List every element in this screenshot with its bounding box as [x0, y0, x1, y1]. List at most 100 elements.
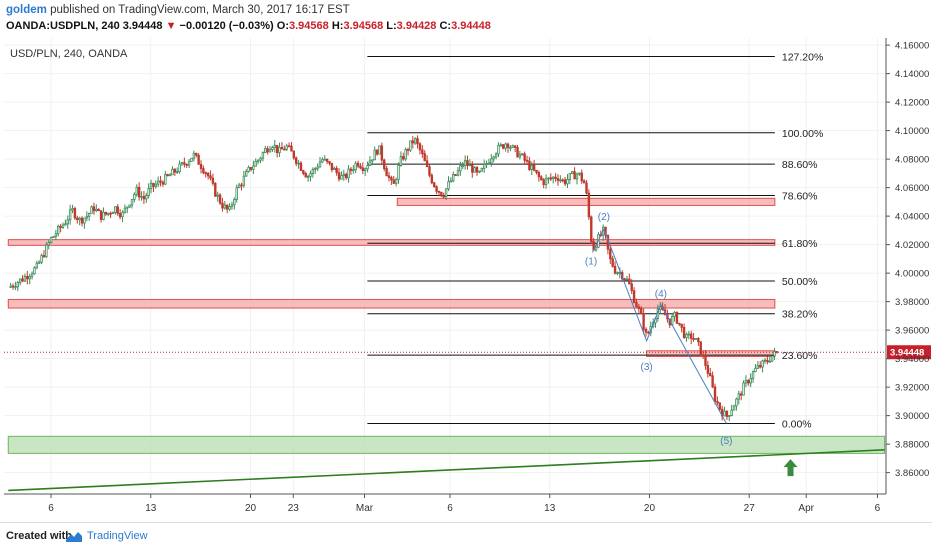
candle-body — [209, 175, 212, 179]
candle-body — [254, 161, 257, 167]
candle-body — [394, 179, 398, 184]
candle-body — [240, 184, 243, 187]
price-chart[interactable]: 127.20% 100.00% 88.60% 78.60% 61.80% 50.00% 38… — [0, 38, 932, 522]
candle-body — [206, 172, 210, 177]
fib-level-label: 127.20% — [782, 52, 823, 64]
candle-body — [609, 248, 612, 260]
username-link[interactable]: goldem — [6, 4, 47, 16]
fib-level-label: 0.00% — [782, 418, 812, 430]
candle-body — [728, 415, 731, 417]
drawings: (1) (2) (3) (4) (5) 3.94448 — [4, 212, 931, 492]
candle-body — [49, 237, 53, 244]
symbol-line: OANDA:USDPLN, 240 3.94448 — [6, 20, 163, 32]
footer-bar: Created with TradingView — [0, 522, 932, 551]
fib-level-label: 38.20% — [782, 309, 818, 321]
candle-body — [475, 167, 479, 173]
candle-body — [140, 196, 143, 198]
candle-body — [454, 174, 457, 176]
x-tick-label: Mar — [356, 503, 374, 514]
candle-body — [442, 195, 445, 198]
candle-body — [40, 255, 43, 263]
candle-body — [709, 373, 712, 377]
candle-body — [770, 355, 774, 362]
candle-body — [571, 171, 574, 174]
candle-body — [640, 308, 643, 315]
candle-body — [168, 174, 172, 177]
candle-body — [766, 359, 769, 362]
candle-body — [718, 402, 721, 410]
candle-body — [739, 393, 743, 396]
candle-body — [399, 156, 403, 166]
candle-body — [473, 167, 476, 173]
candle-body — [744, 380, 748, 384]
candle-body — [637, 306, 641, 310]
y-tick-label: 4.02000 — [895, 240, 929, 251]
candle-body — [73, 208, 77, 219]
candle-body — [325, 158, 329, 162]
candle-body — [378, 145, 381, 155]
tradingview-brand-link[interactable]: TradingView — [87, 530, 148, 542]
candle-body — [268, 149, 272, 153]
candle-body — [245, 171, 248, 177]
candle-body — [344, 173, 348, 179]
candle-body — [185, 163, 188, 166]
candle-body — [259, 157, 262, 161]
candle-body — [361, 167, 365, 171]
candle-body — [730, 409, 733, 416]
candle-body — [642, 313, 645, 330]
candle-body — [687, 333, 691, 336]
created-with-label: Created with — [6, 530, 73, 542]
candle-body — [164, 174, 167, 185]
candle-body — [392, 179, 395, 184]
candle-body — [137, 186, 141, 198]
candle-body — [690, 333, 693, 339]
candle-body — [118, 213, 122, 218]
candle-body — [26, 275, 29, 280]
candle-body — [299, 162, 303, 171]
candle-body — [423, 153, 426, 162]
candle-body — [461, 165, 464, 167]
candle-body — [706, 365, 710, 374]
candle-body — [99, 210, 103, 221]
x-tick-label: 23 — [288, 503, 300, 514]
candle-body — [573, 171, 576, 180]
chart-area[interactable]: 127.20% 100.00% 88.60% 78.60% 61.80% 50.00% 38… — [0, 38, 932, 522]
candle-body — [275, 145, 279, 154]
candle-body — [95, 208, 98, 212]
candle-body — [204, 172, 207, 175]
candle-body — [354, 162, 357, 171]
candle-body — [773, 351, 776, 357]
zones — [7, 197, 886, 454]
fib-level-label: 23.60% — [782, 350, 818, 362]
candle-body — [513, 145, 517, 148]
candle-body — [673, 312, 676, 317]
candle-body — [485, 163, 488, 165]
candle-body — [723, 410, 726, 417]
candle-body — [173, 168, 177, 173]
candle-body — [616, 272, 619, 275]
candle-body — [225, 204, 229, 210]
candle-body — [349, 168, 353, 171]
candle-body — [542, 179, 545, 185]
candle-body — [28, 275, 31, 280]
candle-body — [333, 167, 336, 171]
y-tick-label: 4.08000 — [895, 155, 929, 166]
fib-level-label: 50.00% — [782, 276, 818, 288]
candle-body — [64, 223, 67, 226]
candle-body — [166, 174, 169, 177]
candle-body — [271, 147, 274, 150]
candle-body — [78, 217, 81, 221]
candle-body — [563, 179, 567, 185]
candle-body — [14, 286, 17, 289]
candle-body — [294, 157, 298, 164]
candle-body — [468, 164, 472, 167]
y-tick-label: 3.88000 — [895, 440, 929, 451]
candle-body — [347, 168, 350, 179]
candle-body — [751, 371, 755, 379]
candle-body — [437, 190, 441, 193]
candle-body — [247, 166, 250, 172]
high-label: H: — [328, 20, 344, 32]
candle-body — [111, 212, 115, 214]
candle-body — [35, 262, 39, 269]
candle-body — [171, 168, 174, 176]
